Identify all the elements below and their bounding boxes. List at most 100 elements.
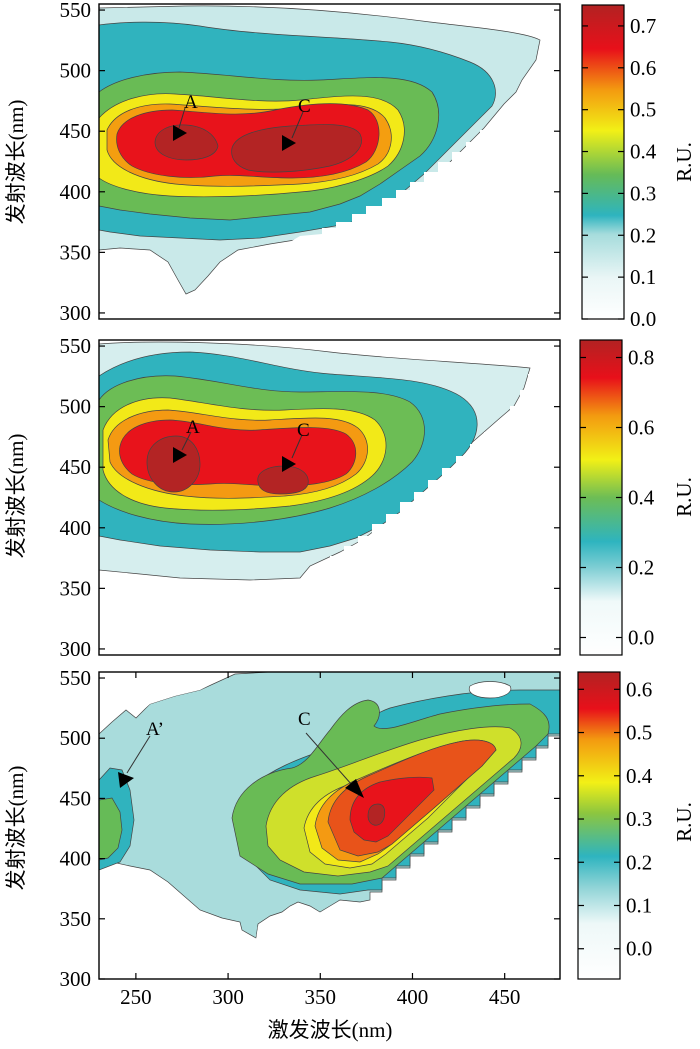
peak-region-c	[257, 465, 309, 495]
arrowhead-icon	[118, 772, 134, 788]
corner-mask-3	[99, 672, 235, 732]
y-tick-label: 500	[60, 726, 92, 750]
x-tick-label: 400	[397, 985, 429, 1009]
y-axis-2: 300 350 400 450 500 550	[60, 334, 560, 661]
colorbar-tick-label: 0.1	[626, 893, 652, 917]
y-tick-label: 550	[60, 0, 92, 22]
contour-level-0.55	[349, 776, 435, 843]
plot-frame-3	[98, 671, 561, 980]
scatter-mask-1	[186, 4, 560, 319]
peak-label-a: A	[186, 417, 200, 438]
y-tick-label: 300	[60, 967, 92, 991]
y-tick-label: 500	[60, 395, 92, 419]
colorbar-ticks-1: 0.0 0.1 0.2 0.3 0.4 0.5 0.6 0.7	[582, 14, 657, 331]
x-tick-label: 300	[212, 985, 244, 1009]
arrowhead-icon	[173, 447, 187, 463]
peak-label-c: C	[298, 96, 311, 117]
y-tick-label: 450	[60, 786, 92, 810]
colorbar-tick-label: 0.6	[626, 677, 652, 701]
x-axis-3: 250 300 350 400 450	[120, 672, 520, 1009]
peak-region-c	[231, 124, 362, 173]
plot-frame-2	[98, 339, 561, 656]
colorbar-label-2: R.U.	[672, 477, 696, 517]
colorbar-tick-label: 0.4	[626, 764, 653, 788]
colorbar-tick-label: 0.4	[628, 486, 655, 510]
peak-region-c	[367, 803, 386, 826]
colorbar-ticks-2: 0.0 0.2 0.4 0.6 0.8	[580, 346, 655, 650]
high-em-hole	[468, 681, 512, 699]
x-tick-label: 350	[305, 985, 337, 1009]
colorbar-tick-label: 0.2	[630, 223, 656, 247]
y-tick-label: 450	[60, 455, 92, 479]
colorbar-tick-label: 0.3	[626, 807, 652, 831]
annotation-line	[178, 107, 186, 129]
colorbar-tick-label: 0.6	[630, 56, 656, 80]
colorbar-3	[577, 671, 621, 980]
colorbar-tick-label: 0.0	[630, 307, 656, 331]
y-tick-label: 300	[60, 301, 92, 325]
colorbar-2	[579, 339, 623, 656]
x-tick-label: 250	[120, 985, 152, 1009]
y-tick-label: 450	[60, 119, 92, 143]
contour-level-0.25-left	[99, 797, 123, 861]
x-axis-label: 激发波长(nm)	[268, 1018, 393, 1042]
peak-region-a	[146, 435, 201, 493]
colorbar-tick-label: 0.2	[626, 850, 652, 874]
y-tick-label: 400	[60, 847, 92, 871]
peak-annotation-c-3: C	[298, 709, 364, 798]
y-axis-label-1: 发射波长(nm)	[4, 100, 28, 225]
peak-label-c: C	[298, 709, 311, 730]
arrowhead-icon	[345, 779, 364, 798]
y-axis-label-3: 发射波长(nm)	[4, 766, 28, 891]
contour-plot-3	[99, 672, 560, 979]
scatter-mask-3	[240, 733, 560, 979]
peak-annotation-a-prime-3: A’	[118, 719, 164, 788]
peak-label-c: C	[297, 420, 310, 441]
annotation-line	[291, 434, 303, 459]
peak-annotation-c-2: C	[282, 420, 310, 472]
colorbar-1	[581, 4, 625, 320]
colorbar-tick-label: 0.8	[628, 346, 654, 370]
colorbar-tick-label: 0.5	[630, 98, 656, 122]
annotation-line	[305, 732, 353, 786]
peak-annotation-a-1: A	[173, 92, 198, 141]
y-tick-label: 350	[60, 576, 92, 600]
plot-frame-1	[98, 3, 561, 320]
colorbar-label-3: R.U.	[672, 802, 696, 842]
colorbar-tick-label: 0.3	[630, 181, 656, 205]
peak-label-a-prime: A’	[146, 719, 164, 740]
arrowhead-icon	[282, 456, 296, 472]
colorbar-label-1: R.U.	[672, 142, 696, 182]
annotation-line	[291, 111, 304, 139]
colorbar-tick-label: 0.0	[626, 937, 652, 961]
y-tick-label: 500	[60, 59, 92, 83]
peak-region-a	[154, 124, 219, 161]
y-tick-label: 300	[60, 637, 92, 661]
colorbar-tick-label: 0.4	[630, 140, 657, 164]
arrowhead-icon	[173, 125, 187, 141]
y-tick-label: 400	[60, 516, 92, 540]
scatter-mask-2	[99, 340, 560, 655]
peak-annotation-a-2: A	[173, 417, 200, 463]
contour-plot-1	[99, 4, 560, 319]
colorbar-ticks-3: 0.0 0.1 0.2 0.3 0.4 0.5 0.6	[578, 677, 653, 961]
colorbar-tick-label: 0.5	[626, 721, 652, 745]
y-tick-label: 350	[60, 240, 92, 264]
annotation-line	[181, 431, 192, 451]
y-axis-label-2: 发射波长(nm)	[4, 434, 28, 559]
colorbar-tick-label: 0.2	[628, 556, 654, 580]
y-tick-label: 550	[60, 334, 92, 358]
y-tick-label: 400	[60, 180, 92, 204]
y-axis-1: 300 350 400 450 500 550	[60, 0, 560, 325]
colorbar-tick-label: 0.0	[628, 626, 654, 650]
colorbar-tick-label: 0.7	[630, 14, 656, 38]
y-axis-3: 300 350 400 450 500 550	[60, 666, 560, 991]
arrowhead-icon	[282, 135, 296, 151]
colorbar-tick-label: 0.1	[630, 265, 656, 289]
y-tick-label: 350	[60, 907, 92, 931]
colorbar-tick-label: 0.6	[628, 416, 654, 440]
